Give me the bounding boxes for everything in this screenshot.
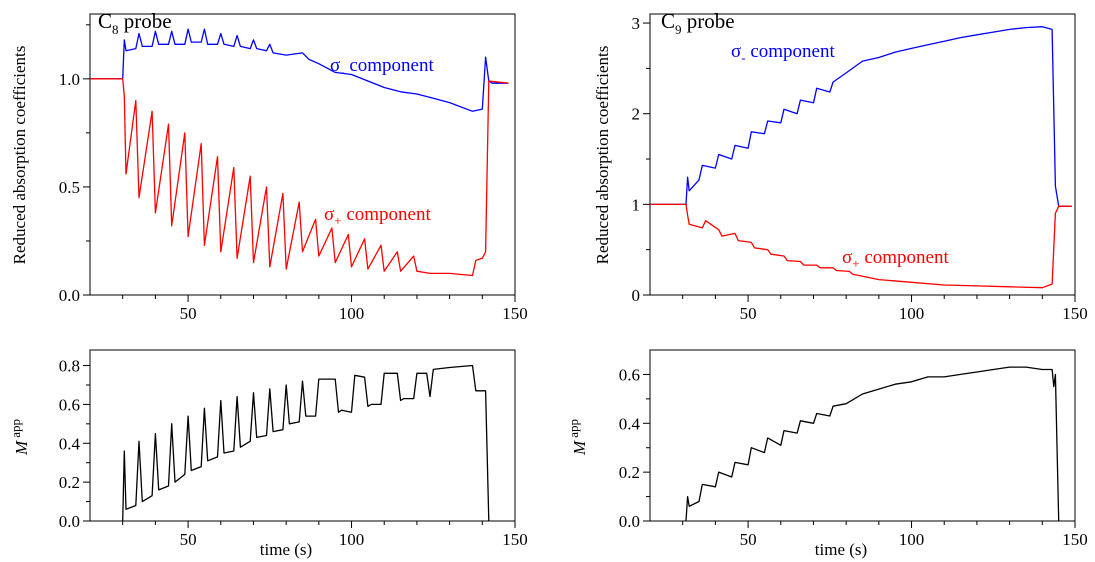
y-tick-label: 0.2 — [619, 463, 640, 482]
axis-ticks: 50 100 150 0 1 2 3 — [632, 14, 1088, 323]
axis-ticks: 50 100 150 0.0 0.2 0.4 0.6 0.8 — [59, 357, 528, 549]
series-line-2 — [650, 203, 1072, 289]
series-group — [650, 26, 1072, 289]
plot-frame — [649, 13, 1076, 296]
y-tick-label: 0 — [632, 286, 641, 305]
x-tick-label: 150 — [1062, 304, 1088, 323]
x-tick-label: 100 — [899, 530, 925, 549]
y-tick-label: 0.4 — [619, 414, 641, 433]
x-tick-label: 150 — [502, 304, 528, 323]
panel-title: C8 probe — [98, 9, 172, 37]
series-line-1 — [122, 364, 490, 522]
series-group — [90, 28, 509, 277]
axis-ticks: 50 100 150 0.0 0.2 0.4 0.6 — [619, 365, 1088, 549]
series-line-1 — [90, 28, 509, 112]
y-tick-label: 0.5 — [59, 178, 80, 197]
x-tick-label: 50 — [180, 304, 197, 323]
y-tick-label: 1.0 — [59, 70, 80, 89]
y-tick-label: 0.8 — [59, 357, 80, 376]
y-tick-label: 0.6 — [619, 365, 640, 384]
x-tick-label: 100 — [339, 304, 365, 323]
x-axis-label: time (s) — [815, 540, 867, 559]
annotation-sigma-minus: σ- component — [330, 55, 434, 79]
x-tick-label: 100 — [339, 530, 365, 549]
plot-frame — [89, 13, 516, 296]
plot-frame — [649, 349, 1076, 522]
series-group — [122, 364, 490, 522]
y-tick-label: 1 — [632, 195, 641, 214]
y-axis-label: Mapp — [566, 419, 589, 456]
y-tick-label: 0.0 — [619, 512, 640, 531]
panel-c8-top: 50 100 150 0.0 0.5 1.0 C8 probe Reduced absor… — [10, 9, 528, 323]
annotation-sigma-plus: σ+ component — [842, 247, 949, 271]
x-tick-label: 50 — [740, 304, 757, 323]
series-group — [685, 366, 1060, 522]
panel-c8-bottom: 50 100 150 0.0 0.2 0.4 0.6 0.8 Mapp time (s) — [8, 349, 528, 559]
annotation-sigma-plus: σ+ component — [324, 204, 431, 228]
panel-c9-top: 50 100 150 0 1 2 3 C9 probe Reduced absorption… — [593, 9, 1088, 323]
y-tick-label: 0.0 — [59, 286, 80, 305]
x-tick-label: 50 — [740, 530, 757, 549]
plot-frame — [89, 349, 516, 522]
x-tick-label: 50 — [180, 530, 197, 549]
y-tick-label: 0.4 — [59, 434, 81, 453]
x-tick-label: 100 — [899, 304, 925, 323]
x-tick-label: 150 — [502, 530, 528, 549]
panel-title: C9 probe — [661, 9, 735, 37]
y-tick-label: 2 — [632, 105, 641, 124]
y-tick-label: 3 — [632, 14, 641, 33]
y-tick-label: 0.0 — [59, 512, 80, 531]
x-axis-label: time (s) — [260, 540, 312, 559]
y-axis-label: Reduced absorption coefficients — [10, 46, 29, 265]
y-tick-label: 0.6 — [59, 395, 80, 414]
y-axis-label: Reduced absorption coefficients — [593, 46, 612, 265]
series-line-1 — [650, 26, 1072, 207]
annotation-sigma-minus: σ- component — [731, 41, 835, 65]
x-tick-label: 150 — [1062, 530, 1088, 549]
y-axis-label: Mapp — [8, 419, 31, 456]
panel-c9-bottom: 50 100 150 0.0 0.2 0.4 0.6 Mapp time (s) — [566, 349, 1088, 559]
y-tick-label: 0.2 — [59, 473, 80, 492]
axis-ticks: 50 100 150 0.0 0.5 1.0 — [59, 24, 528, 323]
series-line-1 — [685, 366, 1060, 522]
series-line-2 — [90, 78, 509, 277]
